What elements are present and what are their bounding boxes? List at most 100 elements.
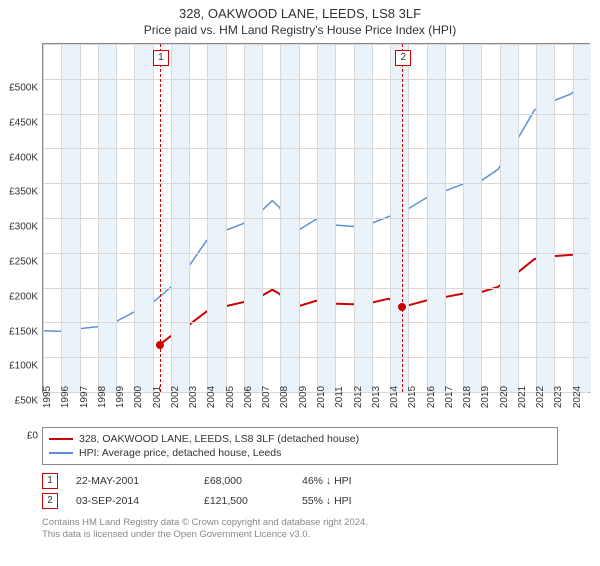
x-tick-label: 2007 xyxy=(261,386,272,408)
sale-date: 22-MAY-2001 xyxy=(76,475,186,487)
x-tick-label: 2013 xyxy=(371,386,382,408)
gridline-v xyxy=(61,44,62,392)
gridline-v xyxy=(445,44,446,392)
y-tick-label: £200K xyxy=(9,291,38,302)
x-tick-label: 2019 xyxy=(480,386,491,408)
gridline-v xyxy=(500,44,501,392)
gridline-v xyxy=(408,44,409,392)
x-tick-label: 2020 xyxy=(499,386,510,408)
gridline-v xyxy=(372,44,373,392)
gridline-v xyxy=(354,44,355,392)
x-tick-label: 2021 xyxy=(517,386,528,408)
gridline-v xyxy=(463,44,464,392)
gridline-v xyxy=(518,44,519,392)
y-tick-label: £100K xyxy=(9,361,38,372)
x-tick-label: 2006 xyxy=(243,386,254,408)
x-tick-label: 2015 xyxy=(407,386,418,408)
x-tick-label: 2009 xyxy=(298,386,309,408)
x-tick-label: 2011 xyxy=(334,386,345,408)
sale-vline xyxy=(402,44,403,392)
gridline-v xyxy=(43,44,44,392)
footer-line: Contains HM Land Registry data © Crown c… xyxy=(42,517,558,529)
legend-label: HPI: Average price, detached house, Leed… xyxy=(79,447,281,459)
x-tick-label: 2010 xyxy=(316,386,327,408)
x-tick-label: 2017 xyxy=(444,386,455,408)
gridline-h xyxy=(43,218,589,219)
sale-price: £68,000 xyxy=(204,475,284,487)
gridline-v xyxy=(80,44,81,392)
gridline-v xyxy=(207,44,208,392)
y-tick-label: £300K xyxy=(9,222,38,233)
gridline-v xyxy=(116,44,117,392)
x-tick-label: 2016 xyxy=(426,386,437,408)
sale-price: £121,500 xyxy=(204,495,284,507)
x-tick-label: 2002 xyxy=(170,386,181,408)
x-tick-label: 2000 xyxy=(133,386,144,408)
sale-row: 1 22-MAY-2001 £68,000 46% ↓ HPI xyxy=(42,471,558,491)
chart-title-sub: Price paid vs. HM Land Registry's House … xyxy=(0,23,600,37)
x-tick-label: 1996 xyxy=(60,386,71,408)
footer-line: This data is licensed under the Open Gov… xyxy=(42,529,558,541)
gridline-h xyxy=(43,322,589,323)
gridline-v xyxy=(335,44,336,392)
gridline-v xyxy=(98,44,99,392)
x-tick-label: 1995 xyxy=(42,386,53,408)
gridline-v xyxy=(427,44,428,392)
y-tick-label: £400K xyxy=(9,152,38,163)
legend-label: 328, OAKWOOD LANE, LEEDS, LS8 3LF (detac… xyxy=(79,433,359,445)
footer-attribution: Contains HM Land Registry data © Crown c… xyxy=(42,517,558,542)
x-tick-label: 2023 xyxy=(553,386,564,408)
gridline-v xyxy=(262,44,263,392)
gridline-h xyxy=(43,253,589,254)
legend-swatch xyxy=(49,452,73,454)
x-tick-label: 2008 xyxy=(279,386,290,408)
chart-plot-area: 12 xyxy=(42,43,590,393)
x-tick-label: 2024 xyxy=(572,386,583,408)
x-tick-label: 2012 xyxy=(353,386,364,408)
gridline-v xyxy=(171,44,172,392)
gridline-h xyxy=(43,183,589,184)
y-axis: £0£50K£100K£150K£200K£250K£300K£350K£400… xyxy=(0,87,42,437)
sale-num-box: 1 xyxy=(42,473,58,489)
sales-table: 122-MAY-2001£68,00046% ↓ HPI203-SEP-2014… xyxy=(42,471,558,511)
y-tick-label: £500K xyxy=(9,83,38,94)
sale-marker-box: 1 xyxy=(153,50,169,66)
gridline-v xyxy=(554,44,555,392)
y-tick-label: £350K xyxy=(9,187,38,198)
gridline-v xyxy=(317,44,318,392)
gridline-v xyxy=(573,44,574,392)
x-tick-label: 2004 xyxy=(206,386,217,408)
sale-row: 203-SEP-2014£121,50055% ↓ HPI xyxy=(42,491,558,511)
x-tick-label: 2003 xyxy=(188,386,199,408)
gridline-h xyxy=(43,148,589,149)
x-tick-label: 2014 xyxy=(389,386,400,408)
gridline-v xyxy=(481,44,482,392)
x-tick-label: 2005 xyxy=(225,386,236,408)
sale-marker-box: 2 xyxy=(395,50,411,66)
y-tick-label: £250K xyxy=(9,257,38,268)
x-tick-label: 2018 xyxy=(462,386,473,408)
x-tick-label: 1997 xyxy=(79,386,90,408)
sale-pct: 55% ↓ HPI xyxy=(302,495,412,507)
gridline-v xyxy=(299,44,300,392)
gridline-h xyxy=(43,114,589,115)
gridline-v xyxy=(390,44,391,392)
x-tick-label: 1998 xyxy=(97,386,108,408)
x-tick-label: 2001 xyxy=(152,386,163,408)
gridline-v xyxy=(280,44,281,392)
legend-row: 328, OAKWOOD LANE, LEEDS, LS8 3LF (detac… xyxy=(49,432,551,446)
legend-box: 328, OAKWOOD LANE, LEEDS, LS8 3LF (detac… xyxy=(42,427,558,465)
gridline-v xyxy=(134,44,135,392)
legend-swatch xyxy=(49,438,73,440)
gridline-h xyxy=(43,357,589,358)
gridline-v xyxy=(244,44,245,392)
y-tick-label: £0 xyxy=(27,431,38,442)
gridline-v xyxy=(536,44,537,392)
x-axis: 1995199619971998199920002001200220032004… xyxy=(42,393,590,423)
y-tick-label: £450K xyxy=(9,117,38,128)
gridline-v xyxy=(226,44,227,392)
y-tick-label: £150K xyxy=(9,326,38,337)
gridline-v xyxy=(189,44,190,392)
chart-title-main: 328, OAKWOOD LANE, LEEDS, LS8 3LF xyxy=(0,6,600,21)
sale-pct: 46% ↓ HPI xyxy=(302,475,412,487)
